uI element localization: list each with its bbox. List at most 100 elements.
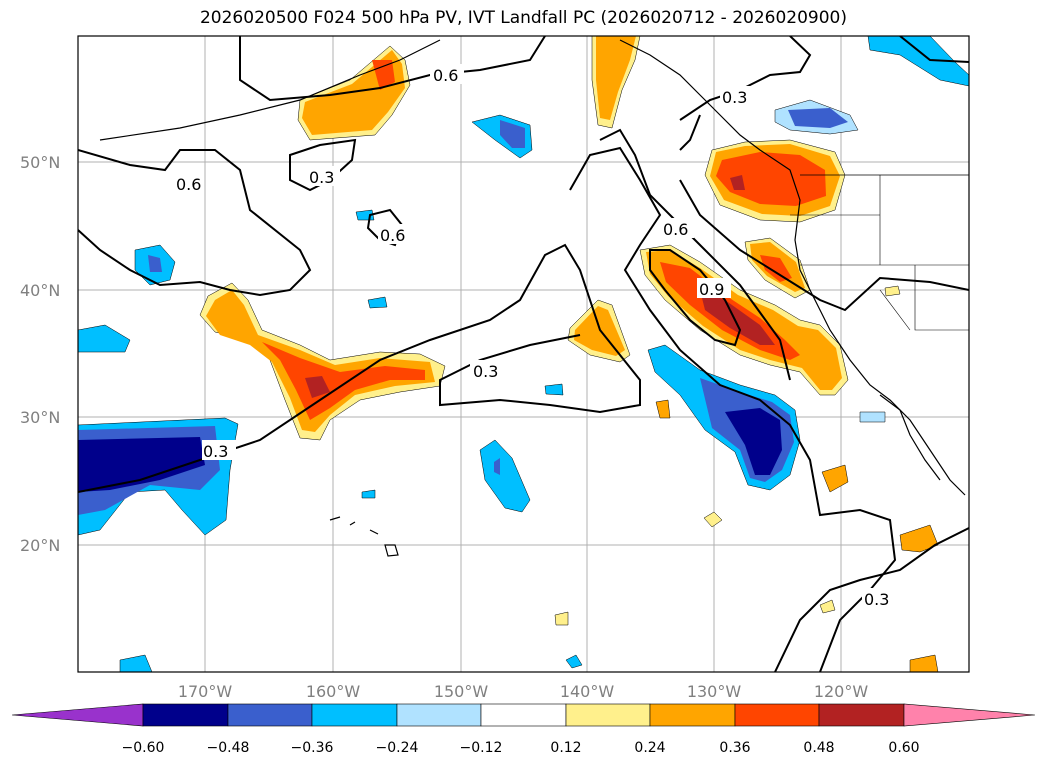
cbar-tick-10: 0.60 bbox=[888, 740, 919, 756]
contour-0.6-west bbox=[78, 149, 312, 297]
contour-label-6: 0.3 bbox=[473, 362, 498, 381]
lon-label-150w: 150°W bbox=[434, 682, 489, 701]
colorbar-segment-4 bbox=[396, 703, 482, 727]
contour-0.3-nw bbox=[679, 36, 812, 121]
small-anomaly-10 bbox=[909, 654, 939, 672]
colorbar-segment-9 bbox=[818, 703, 905, 727]
map-title: 2026020500 F024 500 hPa PV, IVT Landfall… bbox=[199, 8, 847, 28]
negative-anomaly-bc-blue bbox=[788, 108, 848, 128]
colorbar-segment-3 bbox=[311, 703, 398, 727]
colorbar-segment-5 bbox=[480, 703, 567, 727]
small-anomaly-14 bbox=[819, 599, 836, 614]
lon-label-130w: 130°W bbox=[687, 682, 742, 701]
us-state-borders bbox=[790, 175, 969, 331]
coastlines bbox=[99, 39, 969, 557]
contour-0.3-east bbox=[569, 146, 897, 672]
contour-0.3-ne-edge bbox=[899, 36, 969, 63]
colorbar-extend-max bbox=[903, 703, 1036, 727]
negative-anomaly-hawaii-ne-blue bbox=[494, 458, 500, 475]
contour-label-7: 0.6 bbox=[663, 220, 688, 239]
small-anomaly-7 bbox=[655, 399, 671, 419]
cbar-tick-6: 0.12 bbox=[550, 740, 581, 756]
positive-anomaly-california-darkred bbox=[700, 290, 775, 345]
contour-0.3-aleutian bbox=[289, 138, 357, 192]
contour-label-8: 0.9 bbox=[699, 280, 724, 299]
small-anomaly-3 bbox=[544, 383, 564, 396]
contour-label-5: 0.6 bbox=[380, 226, 405, 245]
contour-0.3-south bbox=[774, 527, 969, 672]
cbar-tick-4: −0.24 bbox=[376, 740, 419, 756]
lon-label-140w: 140°W bbox=[560, 682, 615, 701]
contour-0.3-central bbox=[78, 243, 641, 493]
lon-label-160w: 160°W bbox=[306, 682, 361, 701]
negative-anomaly-west-edge bbox=[78, 324, 131, 353]
small-anomaly-2 bbox=[367, 296, 388, 309]
contour-0.9 bbox=[649, 249, 742, 347]
colorbar-segment-8 bbox=[734, 703, 820, 727]
north-america-coast bbox=[619, 39, 966, 496]
lat-label-40n: 40°N bbox=[20, 281, 60, 300]
positive-anomaly-central-darkred bbox=[305, 376, 330, 398]
small-anomaly-9 bbox=[884, 285, 901, 297]
contour-0.6-ne bbox=[679, 114, 701, 151]
lat-label-50n: 50°N bbox=[20, 153, 60, 172]
negative-anomaly-dateline-blue bbox=[148, 255, 162, 272]
small-anomaly-11 bbox=[119, 654, 153, 672]
cbar-tick-5: −0.12 bbox=[460, 740, 503, 756]
contour-label-1: 0.6 bbox=[433, 66, 458, 85]
baja-coast bbox=[879, 394, 941, 481]
small-anomaly-8 bbox=[703, 511, 723, 528]
colorbar-ticks: −0.60 −0.48 −0.36 −0.24 −0.12 0.12 0.24 … bbox=[122, 740, 920, 756]
contour-label-10: 0.3 bbox=[864, 590, 889, 609]
contour-0.6-coast bbox=[679, 179, 969, 312]
map-frame bbox=[77, 35, 970, 673]
colorbar-segment-7 bbox=[649, 703, 736, 727]
contour-label-9: 0.3 bbox=[203, 442, 228, 461]
lon-label-120w: 120°W bbox=[814, 682, 869, 701]
small-anomaly-5 bbox=[821, 464, 849, 493]
positive-anomaly-aleutian-red bbox=[372, 60, 395, 90]
map-area: 0.6 0.3 0.6 0.3 0.6 0.3 0.6 0.9 0.3 0.3 bbox=[78, 36, 969, 672]
small-anomaly-4 bbox=[859, 411, 886, 423]
lat-label-30n: 30°N bbox=[20, 408, 60, 427]
cbar-tick-3: −0.36 bbox=[291, 740, 334, 756]
colorbar-extend-min bbox=[11, 703, 144, 727]
ivt-contours bbox=[78, 36, 969, 672]
colorbar-segment-6 bbox=[565, 703, 651, 727]
positive-anomaly-oregon-red bbox=[760, 255, 792, 282]
positive-anomaly-pnw-red bbox=[716, 152, 826, 206]
negative-anomaly-west-navy bbox=[78, 437, 205, 492]
contour-0.6-north bbox=[239, 36, 546, 102]
lon-label-170w: 170°W bbox=[178, 682, 233, 701]
negative-anomaly-northeast bbox=[867, 36, 969, 87]
negative-anomaly-hawaii-ne bbox=[479, 439, 531, 513]
positive-anomaly-central-red bbox=[262, 342, 425, 420]
contour-label-group: 0.6 0.3 0.6 0.3 0.6 0.3 0.6 0.9 0.3 0.3 bbox=[174, 64, 896, 609]
small-anomaly-12 bbox=[565, 654, 583, 669]
lat-label-20n: 20°N bbox=[20, 536, 60, 555]
hawaii-islands bbox=[329, 516, 399, 557]
negative-anomaly-subtropical-east-navy bbox=[725, 408, 782, 475]
small-anomaly-13 bbox=[554, 611, 569, 626]
negative-anomaly-north-blue bbox=[500, 120, 525, 148]
colorbar-segment-1 bbox=[142, 703, 229, 727]
colorbar bbox=[11, 703, 1036, 727]
alaska-coast bbox=[99, 39, 441, 141]
contour-label-2: 0.3 bbox=[309, 168, 334, 187]
pv-anomaly-fills bbox=[78, 36, 969, 672]
cbar-tick-2: −0.48 bbox=[207, 740, 250, 756]
colorbar-segment-2 bbox=[227, 703, 313, 727]
small-anomaly-15 bbox=[361, 489, 376, 499]
cbar-tick-7: 0.24 bbox=[634, 740, 665, 756]
contour-label-3: 0.6 bbox=[176, 175, 201, 194]
cbar-tick-8: 0.36 bbox=[719, 740, 750, 756]
cbar-tick-9: 0.48 bbox=[803, 740, 834, 756]
positive-anomaly-gulf-orange bbox=[596, 36, 636, 120]
positive-anomaly-pnw-darkred bbox=[730, 175, 745, 190]
contour-label-4: 0.3 bbox=[722, 88, 747, 107]
cbar-tick-1: −0.60 bbox=[122, 740, 165, 756]
contour-0.6-small bbox=[366, 208, 404, 247]
positive-anomaly-subtropical-orange bbox=[574, 306, 625, 356]
positive-anomaly-central-orange bbox=[206, 290, 435, 432]
